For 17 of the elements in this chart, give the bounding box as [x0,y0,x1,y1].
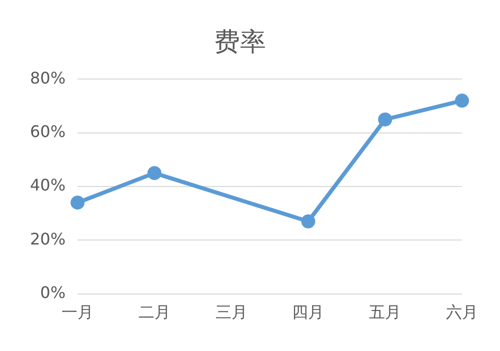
point [301,214,316,228]
y-tick-label: 0% [40,282,66,302]
x-tick-label: 一月 [62,302,94,322]
x-tick-label: 六月 [446,302,478,322]
point [455,94,469,108]
x-tick-label: 五月 [369,302,402,322]
x-tick-label: 四月 [292,302,324,322]
y-tick-label: 80% [30,68,66,88]
y-tick-label: 60% [30,122,66,142]
chart-title: 费率 [214,27,266,58]
y-tick-label: 40% [30,176,66,195]
point [147,166,162,180]
x-tick-label: 三月 [215,302,248,322]
y-tick-label: 20% [30,229,66,248]
point [70,196,85,210]
x-tick-label: 二月 [138,302,170,322]
point [378,112,392,126]
